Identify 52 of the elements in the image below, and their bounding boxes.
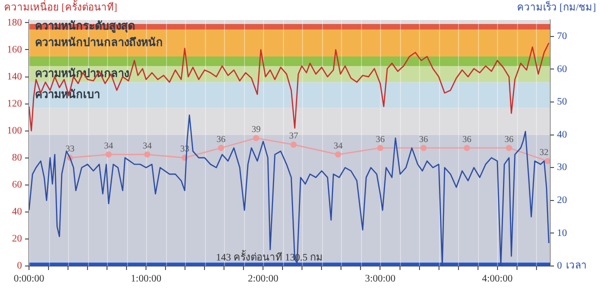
y2-tick-label: 70 (557, 31, 567, 42)
data-label: 39 (252, 124, 262, 134)
y-tick-label: 40 (12, 206, 22, 218)
point (377, 144, 384, 152)
point (253, 134, 260, 142)
y2-tick-label: 50 (557, 96, 567, 108)
y2-axis-title: ความเร็ว [กม/ชม] (517, 0, 596, 14)
y-tick-label: 180 (7, 17, 22, 28)
x-tick-label: 4:00:00 (482, 274, 513, 285)
y-tick-label: 160 (7, 44, 22, 56)
data-label: 36 (376, 134, 386, 144)
y-axis-title: ความเหนื่อย [ครั้งต่อนาที] (4, 0, 118, 14)
y2-tick-label: 40 (557, 129, 567, 140)
data-label: 34 (334, 140, 344, 150)
point (144, 151, 150, 158)
data-label: 33 (65, 144, 75, 154)
y2-tick-label: 30 (557, 162, 567, 174)
data-label: 32 (540, 146, 548, 157)
data-label: 36 (504, 134, 514, 144)
y2-tick-label: 0 (557, 260, 562, 272)
y2-tick-label: 10 (557, 228, 567, 239)
x-tick-label: 1:00:00 (130, 274, 162, 285)
x-tick-label: 2:00:00 (248, 274, 278, 285)
point (544, 158, 550, 164)
point (420, 144, 427, 152)
data-label: 37 (289, 130, 299, 140)
point (290, 142, 297, 148)
y-tick-label: 20 (12, 234, 22, 245)
x-axis-title: เวลา (566, 260, 587, 272)
point (334, 151, 342, 158)
data-label: 36 (462, 134, 472, 144)
point (106, 151, 112, 158)
y-tick-label: 140 (7, 71, 22, 82)
y-tick-label: 80 (12, 152, 22, 164)
data-label: 36 (216, 134, 226, 144)
data-label: 34 (142, 140, 152, 150)
point (506, 144, 512, 152)
band-label: ความหนักระดับสูงสุด (35, 20, 135, 34)
y-tick-label: 100 (7, 125, 22, 136)
data-label: 36 (419, 134, 429, 144)
point (464, 144, 470, 152)
point (218, 144, 224, 152)
y2-tick-label: 60 (557, 64, 567, 75)
band-label: ความหนักเบา (35, 88, 100, 101)
y-tick-label: 0 (17, 260, 22, 272)
band-label: ความหนักปานกลางถึงหนัก (35, 36, 163, 49)
x-tick-label: 0:00:00 (14, 274, 44, 285)
x-tick-label: 3:00:00 (364, 274, 396, 285)
y2-tick-label: 20 (557, 195, 567, 206)
y-tick-label: 120 (7, 98, 22, 110)
data-label: 34 (104, 140, 114, 150)
y-tick-label: 60 (12, 180, 22, 191)
